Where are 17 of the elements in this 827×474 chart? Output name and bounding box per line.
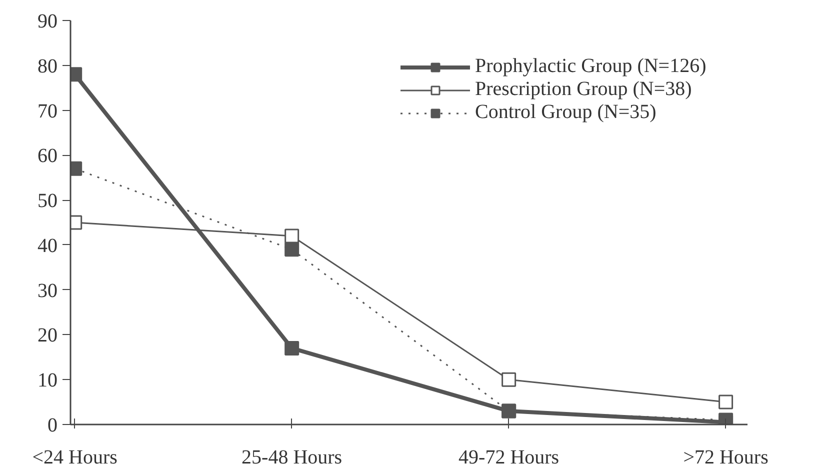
y-tick-label: 20 (38, 324, 58, 347)
legend-label: Control Group (N=35) (475, 101, 656, 124)
x-tick-label: 25-48 Hours (242, 446, 342, 468)
y-tick-label: 80 (38, 55, 58, 78)
x-tick-label: >72 Hours (683, 446, 769, 468)
y-tick-label: 0 (48, 414, 58, 436)
y-tick-label: 10 (38, 370, 58, 392)
y-tick-label: 50 (38, 190, 58, 212)
legend-label: Prescription Group (N=38) (475, 78, 692, 101)
y-tick-label: 70 (38, 100, 58, 122)
x-tick-label: <24 Hours (32, 446, 118, 468)
y-tick-label: 30 (38, 280, 58, 302)
y-tick-label: 40 (38, 234, 58, 257)
x-tick-label: 49-72 Hours (458, 446, 560, 468)
y-tick-label: 90 (38, 10, 58, 32)
legend-label: Prophylactic Group (N=126) (475, 55, 706, 78)
y-tick-label: 60 (38, 145, 58, 168)
